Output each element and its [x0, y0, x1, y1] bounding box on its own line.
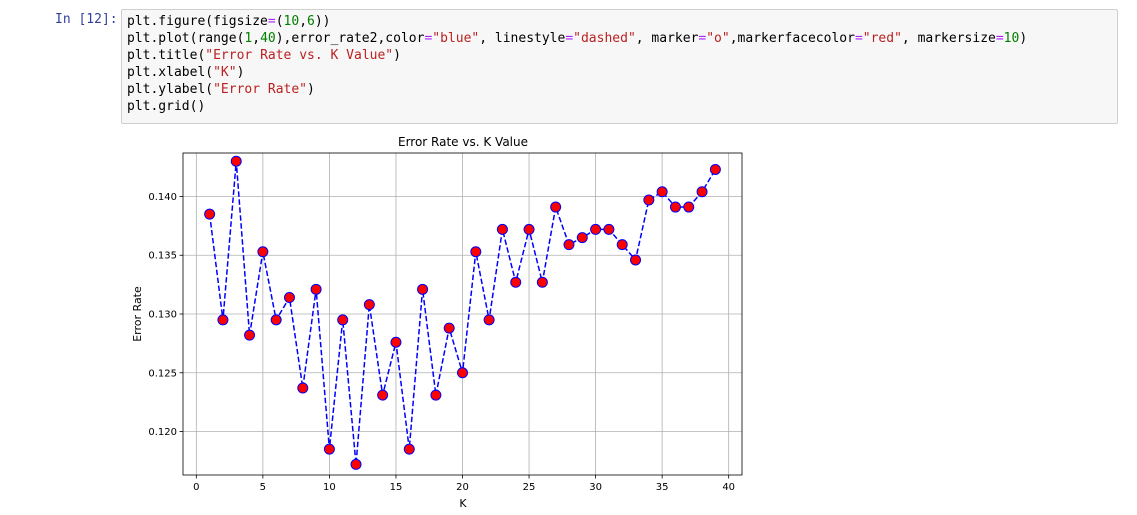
- data-point-marker: [417, 283, 429, 295]
- data-point-marker: [350, 458, 362, 470]
- data-point-marker: [457, 367, 468, 379]
- x-axis-ticks: 0 5 10 15 20 25 30 35 40: [193, 475, 735, 493]
- error-rate-chart: Error Rate vs. K Value 0 5 10 15 20 25 30 35 40 …: [131, 135, 743, 510]
- data-point-marker: [283, 292, 295, 304]
- data-point-marker: [550, 201, 562, 213]
- x-tick-label: 40: [722, 482, 735, 493]
- x-tick-label: 5: [260, 482, 266, 493]
- data-point-marker: [270, 314, 282, 326]
- code-line-4: plt.xlabel("K"): [127, 64, 245, 80]
- grid-lines: [183, 153, 742, 475]
- data-point-marker: [257, 246, 269, 258]
- code-line-1: plt.figure(figsize=(10,6)): [127, 14, 331, 29]
- x-tick-label: 25: [523, 482, 536, 493]
- x-tick-label: 30: [589, 482, 602, 493]
- chart-title: Error Rate vs. K Value: [398, 135, 528, 149]
- x-tick-label: 10: [323, 482, 336, 493]
- y-tick-label: 0.125: [148, 368, 177, 379]
- data-point-marker: [536, 276, 548, 288]
- data-point-marker: [683, 201, 695, 213]
- y-axis-ticks: 0.120 0.125 0.130 0.135 0.140: [148, 192, 183, 438]
- code-line-6: plt.grid(): [127, 98, 206, 114]
- y-tick-label: 0.120: [148, 427, 177, 438]
- data-point-marker: [696, 186, 708, 198]
- data-point-marker: [217, 314, 229, 326]
- data-point-marker: [470, 246, 482, 258]
- data-point-marker: [403, 443, 415, 455]
- data-point-marker: [204, 208, 216, 220]
- data-point-marker: [337, 314, 349, 326]
- data-point-marker: [643, 194, 655, 206]
- data-point-marker: [244, 329, 256, 341]
- data-point-marker: [430, 389, 442, 401]
- data-point-marker: [496, 223, 508, 235]
- code-text[interactable]: plt.figure(figsize=(10,6)) plt.plot(rang…: [127, 14, 1027, 115]
- data-point-marker: [443, 322, 455, 334]
- x-tick-label: 20: [456, 482, 469, 493]
- data-point-marker: [483, 314, 495, 326]
- code-line-3: plt.title("Error Rate vs. K Value"): [127, 47, 401, 63]
- code-line-5: plt.ylabel("Error Rate"): [127, 81, 315, 97]
- data-point-marker: [603, 223, 615, 235]
- code-line-2: plt.plot(range(1,40),error_rate2,color="…: [127, 30, 1028, 46]
- y-tick-label: 0.140: [148, 192, 177, 203]
- y-tick-label: 0.135: [148, 251, 177, 262]
- data-point-marker: [669, 201, 681, 213]
- cell-prompt: In [12]:: [55, 12, 118, 27]
- data-point-marker: [323, 443, 335, 455]
- x-tick-label: 35: [656, 482, 669, 493]
- y-axis-label: Error Rate: [131, 286, 144, 342]
- data-point-marker: [510, 276, 522, 288]
- data-point-marker: [576, 232, 588, 244]
- x-tick-label: 0: [193, 482, 199, 493]
- data-point-marker: [363, 299, 375, 311]
- data-point-marker: [656, 186, 668, 198]
- code-cell-editor[interactable]: plt.figure(figsize=(10,6)) plt.plot(rang…: [121, 9, 1118, 124]
- data-point-marker: [630, 254, 642, 266]
- data-point-marker: [390, 336, 402, 348]
- data-point-marker: [616, 239, 628, 251]
- x-axis-label: K: [459, 497, 467, 510]
- y-tick-label: 0.130: [148, 310, 177, 321]
- cell-output: Error Rate vs. K Value 0 5 10 15 20 25 30 35 40 …: [121, 126, 1116, 511]
- data-point-marker: [523, 223, 535, 235]
- data-point-marker: [310, 283, 322, 295]
- data-point-marker: [297, 382, 309, 394]
- data-point-marker: [563, 239, 575, 251]
- data-point-marker: [590, 223, 602, 235]
- data-point-marker: [377, 389, 389, 401]
- data-point-marker: [230, 155, 242, 167]
- x-tick-label: 15: [390, 482, 403, 493]
- data-markers: [204, 155, 721, 470]
- data-point-marker: [709, 163, 721, 175]
